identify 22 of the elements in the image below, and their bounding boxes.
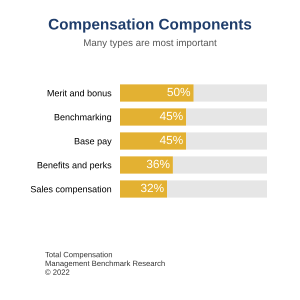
bar — [186, 108, 267, 126]
data-label: 32% — [140, 184, 164, 192]
bar — [120, 108, 186, 126]
bar — [194, 84, 267, 102]
data-label: 45% — [160, 112, 183, 120]
bar — [120, 132, 186, 150]
bar — [167, 180, 267, 198]
y-tick-label: Base pay — [74, 138, 112, 146]
data-label: 45% — [160, 136, 183, 144]
data-label: 36% — [146, 160, 170, 168]
data-label: 50% — [167, 88, 190, 96]
y-tick-label: Benchmarking — [54, 114, 112, 122]
y-tick-label: Sales compensation — [30, 186, 112, 194]
bar — [120, 156, 173, 174]
bar — [120, 84, 194, 102]
y-tick-label: Benefits and perks — [38, 162, 112, 170]
chart-subtitle: Many types are most important — [84, 38, 217, 48]
bar — [120, 180, 168, 198]
bar — [172, 156, 267, 174]
y-tick-label: Merit and bonus — [48, 90, 112, 96]
bar — [186, 132, 267, 150]
chart-title: Compensation Components — [48, 18, 252, 33]
